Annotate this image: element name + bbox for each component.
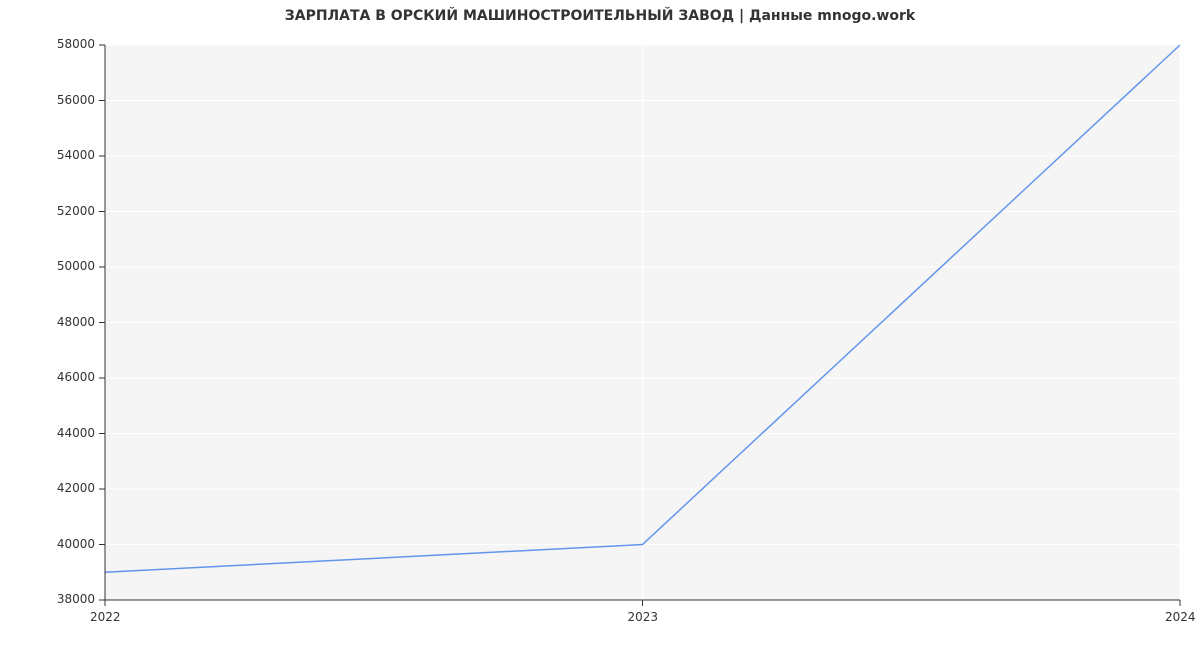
y-tick-label: 48000 (57, 315, 95, 329)
y-tick-label: 46000 (57, 370, 95, 384)
y-tick-label: 52000 (57, 204, 95, 218)
y-tick-label: 44000 (57, 426, 95, 440)
chart-container: ЗАРПЛАТА В ОРСКИЙ МАШИНОСТРОИТЕЛЬНЫЙ ЗАВ… (0, 0, 1200, 650)
y-tick-label: 54000 (57, 148, 95, 162)
y-tick-label: 58000 (57, 37, 95, 51)
chart-svg (105, 45, 1180, 600)
y-tick-label: 56000 (57, 93, 95, 107)
y-tick-label: 50000 (57, 259, 95, 273)
x-tick-label: 2023 (628, 610, 659, 624)
x-tick-label: 2022 (90, 610, 121, 624)
y-tick-label: 40000 (57, 537, 95, 551)
chart-title: ЗАРПЛАТА В ОРСКИЙ МАШИНОСТРОИТЕЛЬНЫЙ ЗАВ… (0, 8, 1200, 24)
y-tick-label: 38000 (57, 592, 95, 606)
plot-area (105, 45, 1180, 600)
x-tick-label: 2024 (1165, 610, 1196, 624)
y-tick-label: 42000 (57, 481, 95, 495)
